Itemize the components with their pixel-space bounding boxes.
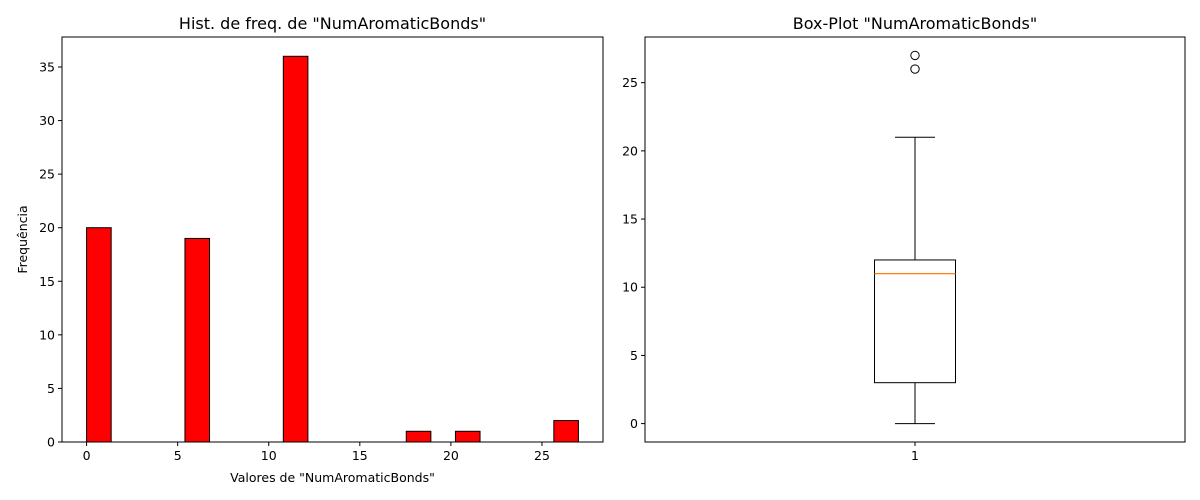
histogram-x-label: Valores de "NumAromaticBonds" bbox=[230, 470, 435, 485]
histogram-bar bbox=[282, 55, 309, 443]
x-tick-label: 15 bbox=[352, 448, 368, 463]
y-tick-label: 0 bbox=[630, 416, 638, 431]
x-tick-label: 25 bbox=[534, 448, 550, 463]
boxplot-panel: Box-Plot "NumAromaticBonds" 0 5 10 15 20 25 1 bbox=[622, 14, 1186, 463]
boxplot-title: Box-Plot "NumAromaticBonds" bbox=[793, 14, 1037, 33]
histogram-bar bbox=[86, 227, 112, 443]
y-tick-label: 15 bbox=[622, 212, 638, 227]
y-tick-label: 20 bbox=[622, 143, 638, 158]
y-tick-label: 25 bbox=[622, 75, 638, 90]
y-tick-label: 0 bbox=[47, 435, 55, 450]
histogram-x-ticks: 0 5 10 15 20 25 bbox=[83, 442, 550, 463]
y-tick-label: 5 bbox=[47, 381, 55, 396]
histogram-bar bbox=[454, 430, 481, 443]
y-tick-label: 20 bbox=[39, 220, 55, 235]
x-tick-label: 1 bbox=[911, 448, 919, 463]
histogram-title: Hist. de freq. de "NumAromaticBonds" bbox=[179, 14, 486, 33]
histogram-y-ticks: 0 5 10 15 20 25 30 35 bbox=[39, 60, 62, 450]
x-tick-label: 10 bbox=[261, 448, 277, 463]
boxplot-marks bbox=[874, 50, 956, 425]
outlier-point bbox=[910, 50, 920, 61]
interquartile-box bbox=[874, 259, 956, 384]
y-tick-label: 5 bbox=[630, 348, 638, 363]
histogram-y-label: Frequência bbox=[15, 205, 30, 273]
histogram-frame bbox=[61, 36, 604, 443]
boxplot-frame bbox=[644, 36, 1186, 443]
histogram-bar bbox=[553, 420, 579, 443]
boxplot-y-ticks: 0 5 10 15 20 25 bbox=[622, 75, 645, 431]
boxplot-x-ticks: 1 bbox=[911, 442, 919, 463]
histogram-bar bbox=[184, 237, 211, 443]
histogram-bars bbox=[86, 55, 579, 443]
x-tick-label: 0 bbox=[83, 448, 91, 463]
y-tick-label: 25 bbox=[39, 167, 55, 182]
y-tick-label: 15 bbox=[39, 274, 55, 289]
y-tick-label: 30 bbox=[39, 113, 55, 128]
x-tick-label: 20 bbox=[443, 448, 459, 463]
outlier-point bbox=[910, 64, 920, 74]
histogram-panel: Hist. de freq. de "NumAromaticBonds" 0 5 1… bbox=[15, 14, 604, 485]
y-tick-label: 35 bbox=[39, 60, 55, 75]
y-tick-label: 10 bbox=[622, 280, 638, 295]
y-tick-label: 10 bbox=[39, 327, 55, 342]
x-tick-label: 5 bbox=[174, 448, 182, 463]
histogram-bar bbox=[405, 430, 432, 443]
